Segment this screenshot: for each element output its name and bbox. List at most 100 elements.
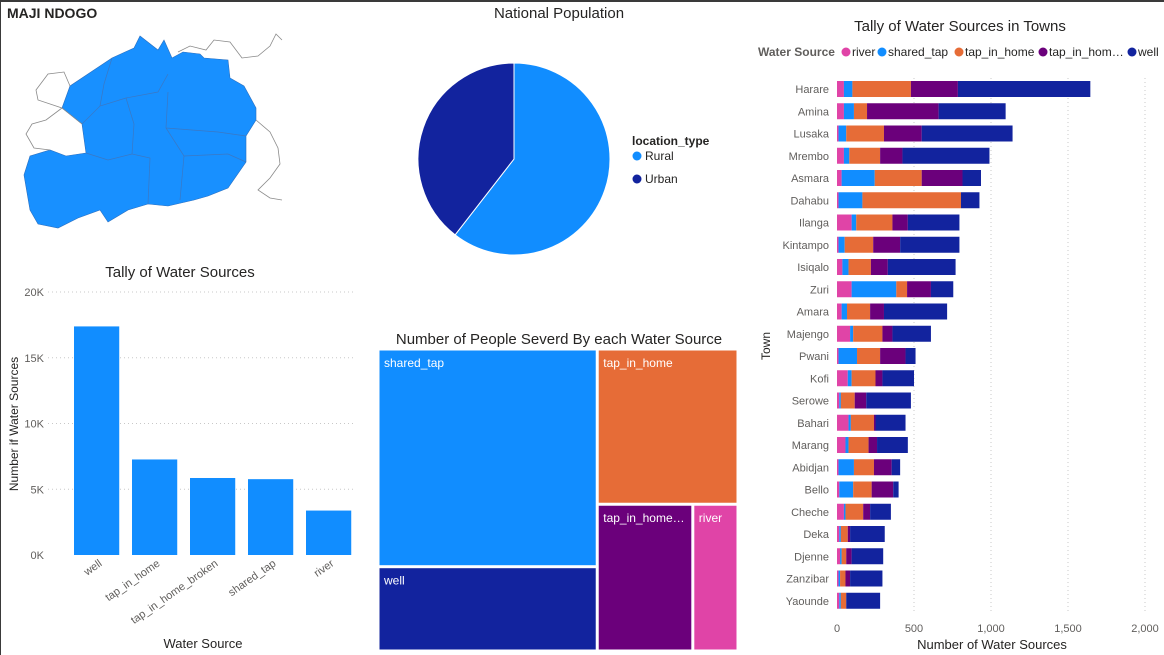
towns-bar-abidjan-river — [837, 459, 839, 476]
towns-bar-serowe-shared-tap — [839, 392, 841, 409]
bar-ytick-label: 5K — [31, 484, 45, 496]
pie-legend-title: location_type — [632, 134, 710, 148]
towns-bar-deka-shared-tap — [839, 526, 841, 542]
towns-bar-cheche-shared-tap — [843, 503, 846, 520]
towns-bar-isiqalo-shared-tap — [842, 259, 849, 275]
towns-bar-djenne-tap-in-home — [841, 548, 847, 565]
towns-ytick-label: Bahari — [797, 418, 829, 430]
towns-bar-abidjan-tap-in-home-broken — [873, 459, 892, 476]
towns-bar-kintampo-tap-in-home-broken — [873, 236, 901, 253]
towns-x-axis-title: Number of Water Sources — [917, 637, 1067, 652]
towns-ytick-label: Serowe — [792, 396, 829, 408]
pie-legend-label-rural: Rural — [645, 149, 674, 163]
pie-legend-marker-rural — [632, 151, 642, 161]
towns-bar-serowe-tap-in-home — [840, 392, 855, 409]
bar-xtick-label: well — [81, 558, 104, 579]
towns-bar-mrembo-tap-in-home — [849, 147, 881, 164]
towns-bar-yaounde-well — [846, 592, 881, 609]
towns-ytick-label: Kofi — [810, 373, 829, 385]
towns-chart-title: Tally of Water Sources in Towns — [854, 18, 1066, 35]
app-title: MAJI NDOGO — [7, 5, 98, 21]
towns-bar-lusaka-shared-tap — [838, 125, 847, 142]
towns-bar-amara-river — [837, 303, 842, 320]
towns-bar-djenne-tap-in-home-broken — [846, 548, 852, 565]
treemap-tile-3 — [597, 504, 693, 651]
towns-bar-isiqalo-well — [887, 259, 956, 275]
towns-bar-isiqalo-tap-in-home — [848, 259, 871, 275]
treemap-title: Number of People Severd By each Water So… — [395, 331, 723, 348]
bar-chart-title: Tally of Water Sources — [105, 264, 255, 281]
towns-legend-marker — [1127, 47, 1137, 57]
towns-bar-ilanga-river — [837, 214, 852, 231]
towns-bar-lusaka-tap-in-home-broken — [883, 125, 922, 142]
towns-bar-kintampo-shared-tap — [838, 236, 845, 253]
towns-bar-marang-river — [837, 437, 846, 453]
bar-xtick-label: shared_tap — [226, 558, 278, 599]
towns-bar-serowe-tap-in-home-broken — [854, 392, 867, 409]
towns-legend-marker — [1038, 47, 1048, 57]
towns-ytick-label: Kintampo — [783, 240, 829, 252]
towns-bar-zanzibar-river — [837, 570, 839, 587]
towns-bar-mrembo-shared-tap — [843, 147, 850, 164]
towns-bar-pwani-tap-in-home — [857, 348, 881, 364]
towns-bar-majengo-well — [892, 325, 931, 342]
towns-bar-asmara-well — [962, 170, 981, 186]
towns-bar-kofi-well — [882, 370, 914, 387]
towns-bar-djenne-river — [837, 548, 841, 565]
towns-bar-ilanga-shared-tap — [851, 214, 857, 231]
towns-legend-label: well — [1137, 45, 1159, 59]
towns-bar-deka-well — [850, 526, 885, 542]
bar-xtick-label: river — [312, 557, 337, 579]
map-visual[interactable] — [8, 28, 298, 243]
towns-bar-abidjan-tap-in-home — [853, 459, 874, 476]
towns-xtick-label: 2,000 — [1131, 623, 1159, 635]
treemap-tile-2 — [378, 567, 597, 651]
towns-bar-ilanga-well — [907, 214, 960, 231]
pie-legend-label-urban: Urban — [645, 172, 678, 186]
towns-stacked-bar-chart[interactable]: Water Source river shared_tap tap_in_home ta… — [754, 38, 1164, 655]
towns-ytick-label: Cheche — [791, 507, 829, 519]
towns-bar-bahari-shared-tap — [848, 414, 851, 431]
towns-bar-amara-well — [883, 303, 948, 320]
towns-bar-asmara-river — [837, 170, 842, 186]
towns-bar-amina-shared-tap — [843, 103, 854, 120]
pie-slice-urban — [417, 62, 515, 236]
treemap-label-1: tap_in_home — [603, 356, 673, 370]
towns-bar-marang-well — [877, 437, 908, 453]
towns-bar-yaounde-tap-in-home — [840, 592, 847, 609]
towns-ytick-label: Harare — [795, 84, 829, 96]
towns-bar-asmara-tap-in-home — [874, 170, 922, 186]
bar-river — [306, 510, 352, 555]
towns-bar-asmara-tap-in-home-broken — [921, 170, 963, 186]
towns-bar-bello-river — [837, 481, 840, 498]
towns-bar-dahabu-well — [960, 192, 980, 209]
towns-bar-harare-river — [837, 81, 844, 97]
bar-ytick-label: 20K — [24, 287, 44, 299]
pie-slice-rural — [454, 62, 611, 256]
towns-legend-marker — [954, 47, 964, 57]
towns-bar-kintampo-tap-in-home — [844, 236, 874, 253]
bar-well — [74, 326, 120, 555]
towns-ytick-label: Bello — [805, 485, 829, 497]
bar-tap-in-home-broken — [190, 477, 236, 555]
towns-bar-bahari-well — [875, 414, 906, 431]
towns-bar-pwani-well — [905, 348, 916, 364]
towns-bar-zuri-shared-tap — [851, 281, 897, 298]
towns-bar-zuri-river — [837, 281, 852, 298]
towns-bar-marang-tap-in-home-broken — [868, 437, 878, 453]
towns-bar-majengo-river — [837, 325, 851, 342]
towns-bar-deka-tap-in-home-broken — [847, 526, 851, 542]
towns-bar-serowe-well — [866, 392, 911, 409]
towns-bar-amara-tap-in-home — [847, 303, 871, 320]
bar-ytick-label: 15K — [24, 353, 44, 365]
towns-ytick-label: Zuri — [810, 284, 829, 296]
pie-chart-title: National Population — [493, 5, 625, 22]
towns-legend-marker — [877, 47, 887, 57]
towns-bar-marang-shared-tap — [845, 437, 849, 453]
towns-bar-amina-river — [837, 103, 844, 120]
towns-legend-title: Water Source — [758, 45, 835, 59]
map-region-borders — [81, 57, 247, 205]
